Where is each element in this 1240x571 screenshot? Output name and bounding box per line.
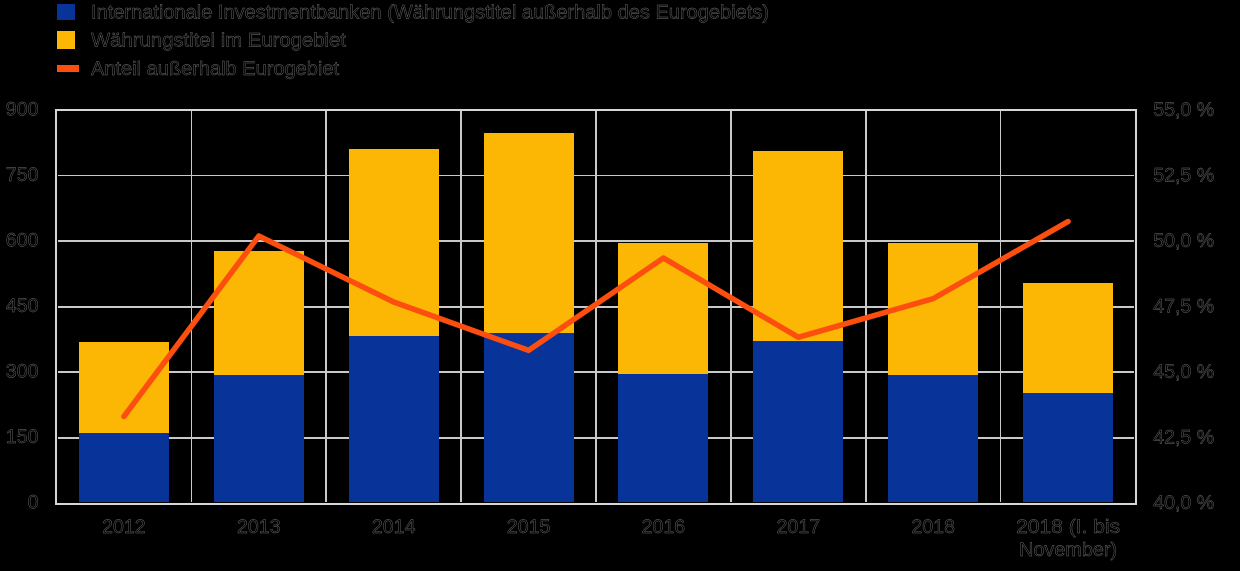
svg-text:Anteil außerhalb Eurogebiet: Anteil außerhalb Eurogebiet (91, 58, 340, 80)
svg-text:2015: 2015 (507, 516, 551, 538)
svg-text:55,0 %: 55,0 % (1153, 99, 1214, 121)
svg-text:600: 600 (6, 229, 39, 251)
svg-text:2016: 2016 (642, 516, 686, 538)
svg-text:2017: 2017 (777, 516, 821, 538)
svg-text:2014: 2014 (372, 516, 416, 538)
svg-text:47,5 %: 47,5 % (1153, 296, 1214, 318)
svg-text:2012: 2012 (102, 516, 146, 538)
svg-text:750: 750 (6, 164, 39, 186)
svg-text:2018: 2018 (911, 516, 955, 538)
svg-text:2018 (I. bis: 2018 (I. bis (1016, 516, 1120, 538)
svg-text:900: 900 (6, 98, 39, 120)
svg-text:0: 0 (28, 492, 39, 514)
svg-text:2013: 2013 (237, 516, 281, 538)
svg-text:52,5 %: 52,5 % (1153, 164, 1214, 186)
svg-text:150: 150 (6, 426, 39, 448)
svg-text:Internationale Investmentbanke: Internationale Investmentbanken (Währung… (91, 2, 769, 24)
svg-text:November): November) (1019, 539, 1117, 561)
svg-text:450: 450 (6, 295, 39, 317)
svg-text:42,5 %: 42,5 % (1153, 427, 1214, 449)
svg-text:45,0 %: 45,0 % (1153, 361, 1214, 383)
svg-text:50,0 %: 50,0 % (1153, 230, 1214, 252)
svg-text:Währungstitel im Eurogebiet: Währungstitel im Eurogebiet (91, 30, 347, 52)
svg-text:40,0 %: 40,0 % (1153, 492, 1214, 514)
svg-text:300: 300 (6, 361, 39, 383)
